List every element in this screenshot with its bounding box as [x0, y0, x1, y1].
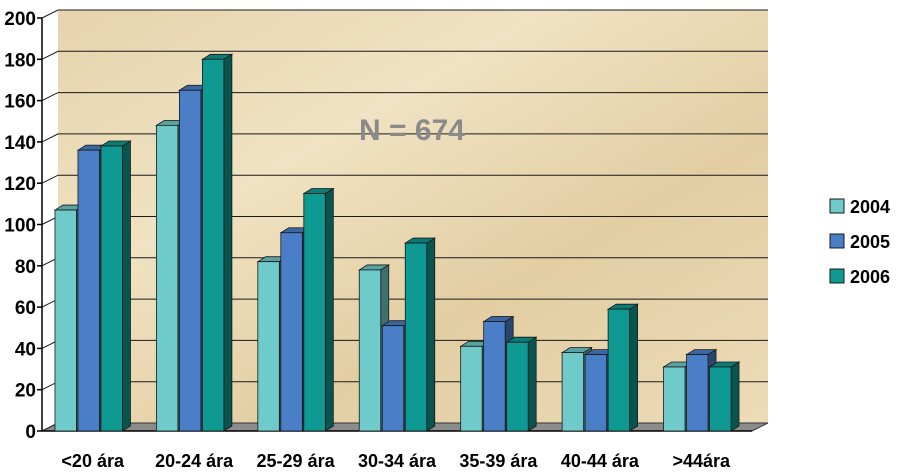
x-tick-label: 35-39 ára	[459, 451, 538, 471]
y-tick-labels: 0 20 40 60 80 100 120 140 160 180 200	[4, 9, 36, 443]
gridline	[41, 50, 768, 60]
x-tick-label: <20 ára	[61, 451, 125, 471]
legend-label: 2005	[850, 232, 890, 252]
x-tick-label: 20-24 ára	[155, 451, 234, 471]
x-tick-label: >44ára	[673, 451, 732, 471]
gridline	[41, 174, 768, 184]
bars	[53, 53, 741, 432]
legend-label: 2006	[850, 267, 890, 287]
legend: 2004 2005 2006	[829, 197, 890, 287]
legend-swatch	[829, 233, 845, 249]
y-tick-label: 140	[4, 133, 36, 154]
y-tick-label: 60	[15, 298, 36, 319]
bar	[200, 53, 234, 432]
x-tick-label: 25-29 ára	[257, 451, 336, 471]
y-tick-label: 160	[4, 92, 36, 113]
bar	[505, 336, 538, 432]
x-tick-label: 30-34 ára	[358, 451, 437, 471]
y-tick-label: 120	[4, 174, 36, 195]
y-tick-label: 0	[25, 422, 36, 443]
gridline	[41, 133, 768, 143]
gridline	[41, 9, 768, 19]
x-tick-labels: <20 ára 20-24 ára 25-29 ára 30-34 ára 35-39 …	[61, 451, 731, 471]
gridline	[41, 92, 768, 102]
y-tick-label: 200	[4, 9, 36, 30]
annotation-label: N = 674	[359, 114, 465, 147]
y-tick-label: 180	[4, 50, 36, 71]
bar	[302, 187, 335, 432]
bar	[99, 140, 132, 432]
legend-swatch	[829, 198, 845, 214]
y-tick-label: 20	[15, 381, 36, 402]
legend-label: 2004	[850, 197, 890, 217]
y-tick-label: 100	[4, 216, 36, 237]
y-tick-label: 80	[15, 257, 36, 278]
legend-swatch	[829, 268, 845, 284]
bar	[606, 303, 640, 432]
x-tick-label: 40-44 ára	[561, 451, 640, 471]
bar	[708, 361, 741, 432]
y-tick-label: 40	[15, 339, 36, 360]
bar	[403, 237, 437, 432]
